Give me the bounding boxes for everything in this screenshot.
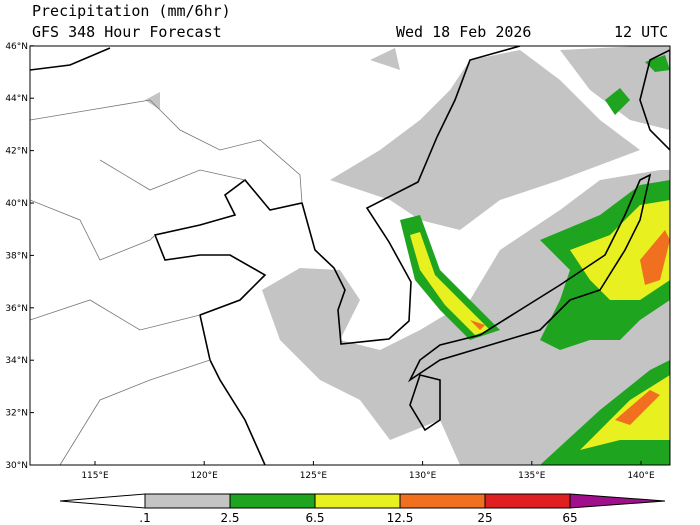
colorbar-label: 65 [562,511,577,525]
lon-label: 135°E [518,471,546,481]
precip-green [605,55,670,115]
cb-seg [399,493,486,509]
lon-label: 120°E [191,471,219,481]
cb-seg [144,493,231,509]
title: Precipitation (mm/6hr) [32,2,231,20]
lat-label: 40°N [5,199,28,209]
lat-label: 30°N [5,461,28,471]
lat-label: 38°N [5,251,28,261]
lon-label: 130°E [409,471,437,481]
subtitle: GFS 348 Hour Forecast [32,23,222,41]
lon-label: 115°E [81,471,109,481]
lon-label: 125°E [300,471,328,481]
map [29,45,671,466]
colorbar-label: 12.5 [387,511,414,525]
colorbar-label: 25 [477,511,492,525]
lat-label: 42°N [5,147,28,157]
colorbar-label: 6.5 [305,511,324,525]
lat-label: 36°N [5,304,28,314]
precip-green [400,215,500,340]
cb-seg [314,493,401,509]
lon-label: 140°E [627,471,655,481]
lat-label: 46°N [5,42,28,52]
precip-orange [470,230,670,425]
date: Wed 18 Feb 2026 [396,23,531,41]
precip-gray [145,48,400,110]
cb-seg [229,493,316,509]
cb-high [569,493,666,509]
precip-gray [330,50,640,230]
cb-seg [484,493,571,509]
colorbar-label: .1 [139,511,150,525]
lat-label: 32°N [5,409,28,419]
lat-label: 34°N [5,356,28,366]
colorbar-label: 2.5 [220,511,239,525]
lat-label: 44°N [5,94,28,104]
cb-low [59,493,146,509]
colorbar [59,493,666,509]
time: 12 UTC [614,23,668,41]
